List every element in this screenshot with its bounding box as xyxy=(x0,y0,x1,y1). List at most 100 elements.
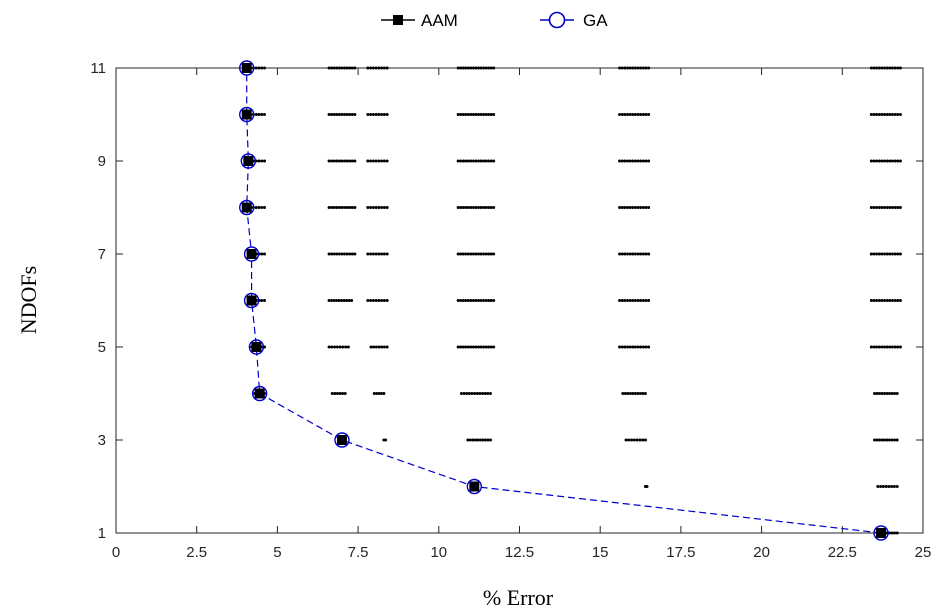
aam-scatter-point xyxy=(892,485,896,488)
aam-scatter-point xyxy=(341,345,345,349)
aam-scatter-point xyxy=(489,299,493,302)
aam-scatter-point xyxy=(869,206,873,209)
aam-scatter-point xyxy=(479,206,483,209)
aam-scatter-point xyxy=(332,113,336,116)
aam-scatter-point xyxy=(385,113,389,116)
aam-scatter-point xyxy=(893,345,897,349)
aam-scatter-point xyxy=(639,252,643,256)
aam-scatter-point xyxy=(254,113,258,116)
aam-scatter-point xyxy=(492,252,496,256)
aam-scatter-point xyxy=(896,66,900,70)
aam-scatter-point xyxy=(473,392,477,395)
aam-scatter-point xyxy=(492,206,496,209)
aam-scatter-point xyxy=(625,345,629,349)
aam-scatter-point xyxy=(492,113,496,116)
aam-scatter-point xyxy=(469,66,473,70)
aam-scatter-point xyxy=(877,299,881,302)
aam-scatter-point xyxy=(623,345,627,349)
aam-scatter-point xyxy=(872,113,876,116)
aam-scatter-point xyxy=(465,392,469,395)
aam-scatter-point xyxy=(618,345,622,349)
aam-scatter-point xyxy=(639,113,643,116)
aam-scatter-point xyxy=(876,485,880,488)
legend: AAM GA xyxy=(381,11,608,30)
aam-scatter-point xyxy=(631,159,635,163)
ga-point xyxy=(873,525,889,541)
aam-scatter-point xyxy=(382,206,386,209)
aam-scatter-point xyxy=(875,159,879,163)
aam-scatter-point xyxy=(888,345,892,349)
aam-scatter-point xyxy=(489,345,493,349)
aam-scatter-point xyxy=(375,392,379,395)
aam-scatter-point xyxy=(644,299,648,302)
aam-scatter-point xyxy=(377,252,381,256)
aam-scatter-point xyxy=(896,113,900,116)
aam-scatter-point xyxy=(466,66,470,70)
aam-scatter-point xyxy=(385,66,389,70)
aam-scatter-point xyxy=(880,66,884,70)
aam-scatter-point xyxy=(618,113,622,116)
aam-scatter-point xyxy=(878,438,882,442)
aam-scatter-point xyxy=(344,345,348,349)
aam-scatter-point xyxy=(880,299,884,302)
aam-scatter-point xyxy=(341,392,345,395)
aam-scatter-point xyxy=(481,438,485,442)
aam-scatter-point xyxy=(618,159,622,163)
x-tick-label: 22.5 xyxy=(828,544,857,561)
aam-scatter-point xyxy=(459,206,463,209)
aam-scatter-point xyxy=(644,66,648,70)
aam-scatter-point xyxy=(466,159,470,163)
aam-scatter-point xyxy=(880,345,884,349)
aam-scatter-point xyxy=(471,206,475,209)
x-tick-label: 12.5 xyxy=(505,544,534,561)
aam-scatter-point xyxy=(338,392,342,395)
aam-scatter-point xyxy=(374,252,378,256)
aam-scatter-point xyxy=(625,206,629,209)
aam-scatter-point xyxy=(385,345,389,349)
aam-scatter-point xyxy=(888,299,892,302)
aam-scatter-point xyxy=(476,66,480,70)
aam-scatter-point xyxy=(888,159,892,163)
aam-scatter-point xyxy=(869,159,873,163)
aam-scatter-point xyxy=(639,299,643,302)
aam-scatter-point xyxy=(898,299,902,302)
aam-scatter-point xyxy=(487,252,491,256)
aam-scatter-point xyxy=(623,113,627,116)
aam-scatter-point xyxy=(893,159,897,163)
aam-scatter-point xyxy=(885,345,889,349)
aam-scatter-point xyxy=(327,206,331,209)
aam-scatter-point xyxy=(369,206,373,209)
aam-scatter-point xyxy=(885,206,889,209)
aam-scatter-point xyxy=(340,299,344,302)
aam-scatter-point xyxy=(464,159,468,163)
aam-scatter-point xyxy=(464,345,468,349)
aam-scatter-point xyxy=(476,252,480,256)
aam-scatter-point xyxy=(482,299,486,302)
x-tick-label: 5 xyxy=(273,544,281,561)
aam-scatter-point xyxy=(369,113,373,116)
aam-scatter-point xyxy=(478,392,482,395)
aam-scatter-point xyxy=(456,159,460,163)
aam-scatter-point xyxy=(896,299,900,302)
aam-scatter-point xyxy=(348,66,352,70)
aam-scatter-point xyxy=(330,66,334,70)
aam-scatter-point xyxy=(327,159,331,163)
aam-scatter-point xyxy=(641,299,645,302)
aam-scatter-point xyxy=(456,345,460,349)
aam-scatter-point xyxy=(343,206,347,209)
aam-scatter-point xyxy=(262,66,266,70)
aam-scatter-point xyxy=(337,206,341,209)
aam-scatter-point xyxy=(374,66,378,70)
aam-scatter-point xyxy=(371,113,375,116)
aam-scatter-point xyxy=(482,206,486,209)
x-tick-label: 2.5 xyxy=(186,544,207,561)
aam-scatter-point xyxy=(374,206,378,209)
aam-scatter-point xyxy=(332,299,336,302)
aam-scatter-point xyxy=(366,299,370,302)
aam-scatter-point xyxy=(366,206,370,209)
aam-scatter-point xyxy=(335,206,339,209)
aam-scatter-point xyxy=(479,66,483,70)
aam-scatter-point xyxy=(380,299,384,302)
aam-scatter-point xyxy=(461,66,465,70)
aam-scatter-point xyxy=(366,252,370,256)
